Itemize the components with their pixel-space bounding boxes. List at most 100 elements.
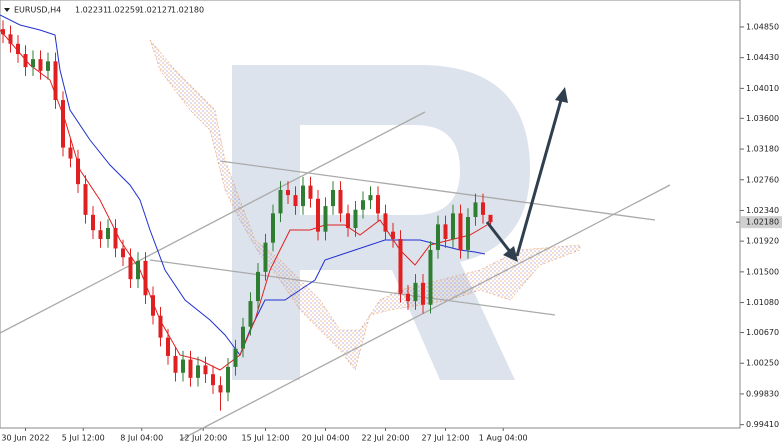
candle-body	[150, 295, 155, 316]
quote-high: 1.02259	[107, 6, 140, 15]
quote-low: 1.02127	[139, 6, 172, 15]
x-tick-label: 22 Jul 20:00	[361, 434, 409, 443]
y-tick-label: 1.03600	[746, 114, 779, 123]
y-tick-label: 0.99410	[746, 420, 779, 429]
candle-body	[375, 195, 380, 214]
candle-body	[135, 260, 140, 280]
y-tick-label: 1.03180	[746, 145, 779, 154]
y-tick-label: 1.00250	[746, 359, 779, 368]
candle-body	[263, 242, 268, 272]
candle-body	[38, 59, 43, 71]
candle-body	[23, 54, 28, 68]
candle-body	[480, 202, 485, 215]
y-tick-label: 1.01500	[746, 267, 779, 276]
candle-body	[353, 209, 358, 228]
y-tick-label: 0.99830	[746, 389, 779, 398]
x-tick-label: 1 Aug 04:00	[479, 434, 528, 443]
y-tick-label: 1.02760	[746, 175, 779, 184]
candle-body	[68, 147, 73, 159]
candle-body	[450, 213, 455, 239]
candle-body	[323, 206, 328, 232]
candle-body	[158, 315, 163, 338]
candle-body	[458, 213, 463, 250]
y-tick-label: 1.01080	[746, 298, 779, 307]
candle-body	[248, 301, 253, 327]
candle-body	[293, 195, 298, 207]
symbol: EURUSD,H4	[14, 6, 61, 15]
tenkan-line	[0, 29, 488, 371]
candle-body	[413, 282, 418, 302]
candle-body	[195, 365, 200, 378]
candle-body	[308, 185, 313, 199]
candle-body	[488, 214, 493, 223]
candle-body	[165, 337, 170, 356]
y-tick-label: 1.04850	[746, 22, 779, 31]
candle-body	[405, 293, 410, 302]
candle-body	[83, 184, 88, 215]
candle-body	[240, 326, 245, 349]
candle-body	[270, 213, 275, 243]
y-tick-label: 1.01920	[746, 237, 779, 246]
candle-body	[105, 227, 110, 239]
candle-body	[390, 231, 395, 239]
y-tick-label: 1.04010	[746, 84, 779, 93]
header: EURUSD,H4 1.02231 1.02259 1.02127 1.0218…	[4, 6, 204, 15]
candle-body	[90, 214, 95, 231]
candle-body	[0, 29, 5, 35]
candle-body	[285, 189, 290, 196]
quote-close: 1.02180	[171, 6, 204, 15]
candle-body	[60, 100, 65, 148]
candle-body	[225, 366, 230, 393]
candle-body	[428, 249, 433, 305]
quote-open: 1.02231	[75, 6, 108, 15]
x-tick-label: 15 Jul 12:00	[241, 434, 289, 443]
candle-body	[30, 59, 35, 68]
x-tick-label: 27 Jul 12:00	[421, 434, 469, 443]
candle-body	[345, 213, 350, 228]
candle-body	[233, 348, 238, 367]
forecast-arrows	[485, 87, 568, 262]
candle-body	[465, 217, 470, 250]
candle-body	[255, 271, 260, 302]
price-label: 1.02180	[746, 218, 779, 227]
x-tick-label: 8 Jul 04:00	[120, 434, 163, 443]
candle-body	[443, 224, 448, 239]
x-tick-label: 5 Jul 12:00	[62, 434, 105, 443]
y-tick-label: 1.04430	[746, 53, 779, 62]
candle-body	[15, 43, 20, 55]
candle-body	[203, 365, 208, 375]
candle-body	[315, 198, 320, 232]
y-tick-label: 1.02340	[746, 206, 779, 215]
candle-body	[120, 248, 125, 258]
candle-body	[398, 238, 403, 294]
candle-body	[173, 355, 178, 373]
candle-body	[383, 213, 388, 232]
candle-body	[300, 185, 305, 207]
plot-frame	[0, 0, 741, 429]
candle-body	[75, 158, 80, 185]
candle-body	[113, 227, 118, 249]
candle-body	[330, 189, 335, 207]
candle-body	[360, 200, 365, 210]
candle-body	[435, 224, 440, 250]
price-label-box	[741, 216, 782, 229]
candle-body	[473, 202, 478, 218]
candle-body	[188, 359, 193, 378]
x-tick-label: 30 Jun 2022	[1, 434, 49, 443]
trend-lines	[0, 111, 671, 441]
candle-body	[8, 34, 13, 44]
candle-body	[98, 230, 103, 239]
candle-body	[45, 61, 50, 71]
x-tick-label: 20 Jul 04:00	[301, 434, 349, 443]
candle-body	[128, 257, 133, 280]
x-tick-label: 12 Jul 20:00	[179, 434, 227, 443]
candle-body	[218, 385, 223, 393]
candle-body	[368, 195, 373, 201]
candle-body	[278, 189, 283, 214]
candle-body	[143, 260, 148, 296]
candle-body	[53, 61, 58, 101]
candle-body	[338, 189, 343, 214]
y-tick-label: 1.00670	[746, 328, 779, 337]
candle-body	[420, 282, 425, 305]
